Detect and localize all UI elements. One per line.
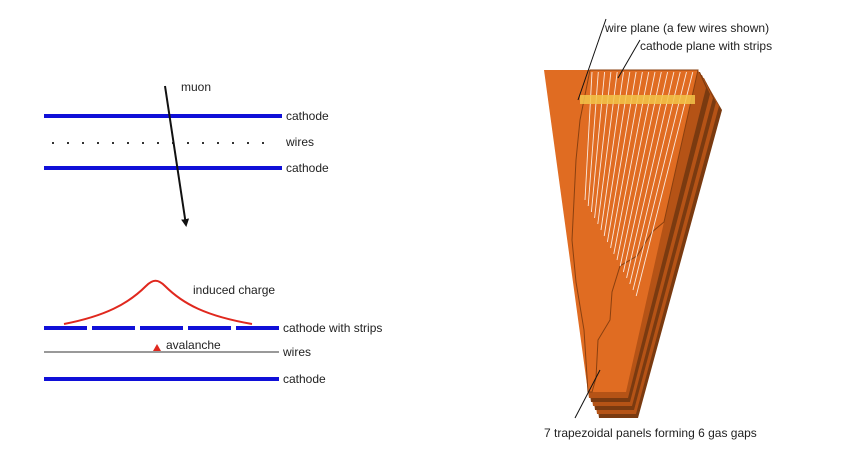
induced-charge-curve — [63, 279, 253, 325]
wire-plane-band — [580, 95, 695, 104]
wire-plane-leader — [577, 18, 607, 101]
wires-label: wires — [285, 135, 314, 149]
cathode-strip-line — [619, 71, 662, 267]
cathode-top-label: cathode — [286, 109, 329, 123]
wire-plane-label: wire plane (a few wires shown) — [604, 21, 769, 35]
muon-label: muon — [181, 80, 211, 94]
trapezoidal-chamber: wire plane (a few wires shown) cathode p… — [544, 18, 772, 440]
induced-charge-diagram: induced charge cathode with strips avala… — [44, 279, 382, 386]
cathode-plane-leader — [617, 39, 641, 79]
cathode-bottom-label: cathode — [286, 161, 329, 175]
chamber-cross-section: muon cathode wires cathode — [44, 80, 329, 227]
cathode-strip-line — [635, 71, 694, 297]
cathode-strip-line — [629, 71, 681, 285]
panels-label: 7 trapezoidal panels forming 6 gas gaps — [544, 426, 757, 440]
cathode-strip-line — [626, 71, 675, 279]
cathode-strip-line — [632, 71, 687, 291]
cathode-strips-label: cathode with strips — [283, 321, 382, 335]
muon-track-arrow — [164, 85, 190, 227]
induced-charge-label: induced charge — [193, 283, 275, 297]
avalanche-marker — [153, 344, 161, 351]
cathode-strip-line — [622, 71, 669, 273]
avalanche-label: avalanche — [166, 338, 221, 352]
wires-label: wires — [282, 345, 311, 359]
cathode-strip-line — [587, 71, 599, 207]
cathode-strip-line — [584, 71, 593, 201]
cathode-plane-label: cathode plane with strips — [640, 39, 772, 53]
panels-leader — [574, 369, 601, 419]
cathode-label: cathode — [283, 372, 326, 386]
